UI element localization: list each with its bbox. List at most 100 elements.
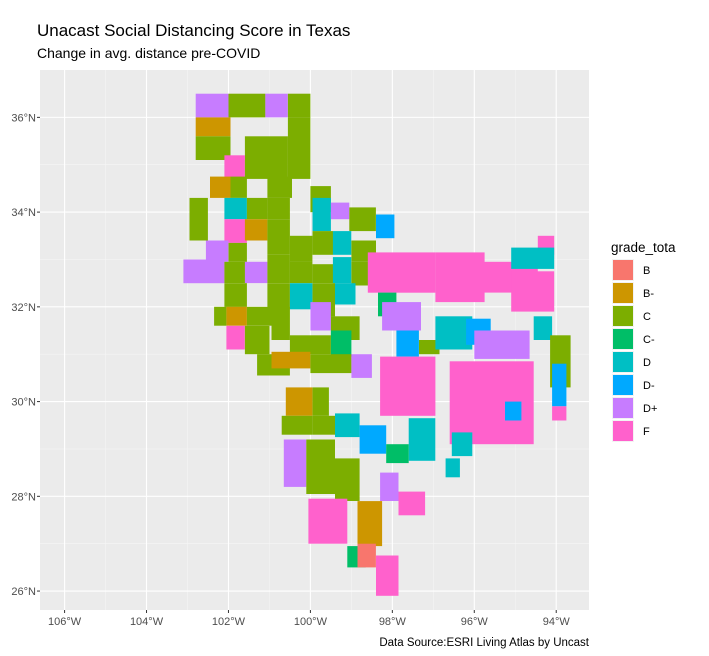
legend-swatch [613,352,633,372]
county-grade-D-plus [310,302,331,331]
legend-swatch [613,306,633,326]
y-tick-label: 36°N [11,112,36,124]
x-tick-label: 98°W [379,616,407,628]
county-grade-C [306,439,335,494]
county-grade-C [287,160,311,179]
county-grade-D-plus [244,261,268,284]
legend-swatch [613,421,633,441]
y-tick-label: 26°N [11,586,36,598]
county-grade-D [289,283,313,310]
county-grade-F [367,252,436,293]
county-grade-C [267,283,290,310]
x-tick-label: 106°W [48,616,82,628]
county-grade-D-plus [474,330,530,359]
y-tick-label: 30°N [11,397,36,409]
county-grade-D-plus [265,93,288,118]
y-tick-label: 34°N [11,207,36,219]
county-grade-B-minus [271,351,311,369]
y-tick-label: 32°N [11,302,36,314]
legend-swatch [613,260,633,280]
x-tick-label: 94°W [543,616,571,628]
county-grade-F [511,271,555,312]
county-grade-D [408,418,436,461]
county-grade-C [195,136,231,160]
county-grade-F [398,491,426,516]
county-grade-D-minus [505,401,522,421]
county-grade-F [376,555,399,596]
county-grade-D [451,432,473,457]
county-grade-C [289,335,331,355]
county-grade-D-plus [183,259,225,284]
legend-label: D- [643,380,655,392]
county-grade-F [552,406,567,421]
county-grade-D [445,458,460,478]
legend-label: D+ [643,403,657,415]
county-grade-B-minus [285,387,313,416]
county-grade-B [357,543,376,568]
county-grade-C [310,354,352,374]
county-grade-C [230,176,247,198]
county-grade-D [335,413,360,438]
x-tick-label: 96°W [461,616,489,628]
county-grade-D-plus [380,472,399,501]
county-grade-D-plus [283,439,307,487]
county-grade-C [189,197,208,241]
county-grade-C [228,242,247,262]
county-grade-D-minus [396,330,419,357]
county-grade-D [335,283,356,305]
x-tick-label: 102°W [212,616,246,628]
county-grade-C [267,176,292,198]
county-grade-C-minus [386,444,409,464]
legend-label: F [643,426,650,438]
county-layer [183,93,571,596]
county-grade-C [244,136,288,160]
county-grade-C [287,93,311,118]
county-grade-C [267,197,290,220]
legend-swatch [613,398,633,418]
county-grade-D [533,316,553,340]
legend-label: B- [643,288,654,300]
county-grade-C [281,415,313,435]
county-grade-B-minus [210,176,231,198]
x-axis: 106°W 104°W 102°W 100°W 98°W 96°W 94°W [48,610,570,628]
county-grade-F [380,356,436,416]
legend: grade_tota B B- C C- D D- D+ F [611,240,676,442]
county-grade-C [224,261,247,284]
legend-label: B [643,265,650,277]
county-grade-D-plus [382,302,421,331]
county-grade-D-plus [205,240,229,262]
county-grade-F [224,155,245,179]
county-grade-D-plus [330,202,350,220]
county-grade-C [267,254,290,284]
county-grade-B-minus [244,219,268,241]
county-grade-D-plus [195,93,229,118]
county-grade-C [335,458,360,501]
county-grade-C [246,197,268,220]
chart-subtitle: Change in avg. distance pre-COVID [37,45,260,61]
county-grade-D [332,257,352,284]
county-grade-C [349,207,376,232]
county-grade-C [246,306,272,326]
county-grade-D-minus [376,214,395,239]
county-grade-C [228,93,266,118]
county-grade-D [332,231,352,255]
county-grade-D-minus [552,363,567,407]
county-grade-F [226,325,245,350]
county-grade-D [511,247,555,269]
legend-label: C [643,311,651,323]
county-grade-F [308,498,348,544]
x-tick-label: 100°W [294,616,328,628]
legend-swatch [613,375,633,395]
county-grade-C [244,325,270,355]
county-grade-B-minus [357,501,383,547]
legend-swatch [613,283,633,303]
legend-label: D [643,357,651,369]
county-grade-F [435,252,485,303]
legend-title: grade_tota [611,240,676,255]
county-grade-B-minus [195,117,231,137]
x-tick-label: 104°W [130,616,164,628]
county-grade-C [244,160,288,179]
county-grade-C-minus [330,330,352,357]
county-grade-C [289,261,313,284]
legend-swatch [613,329,633,349]
